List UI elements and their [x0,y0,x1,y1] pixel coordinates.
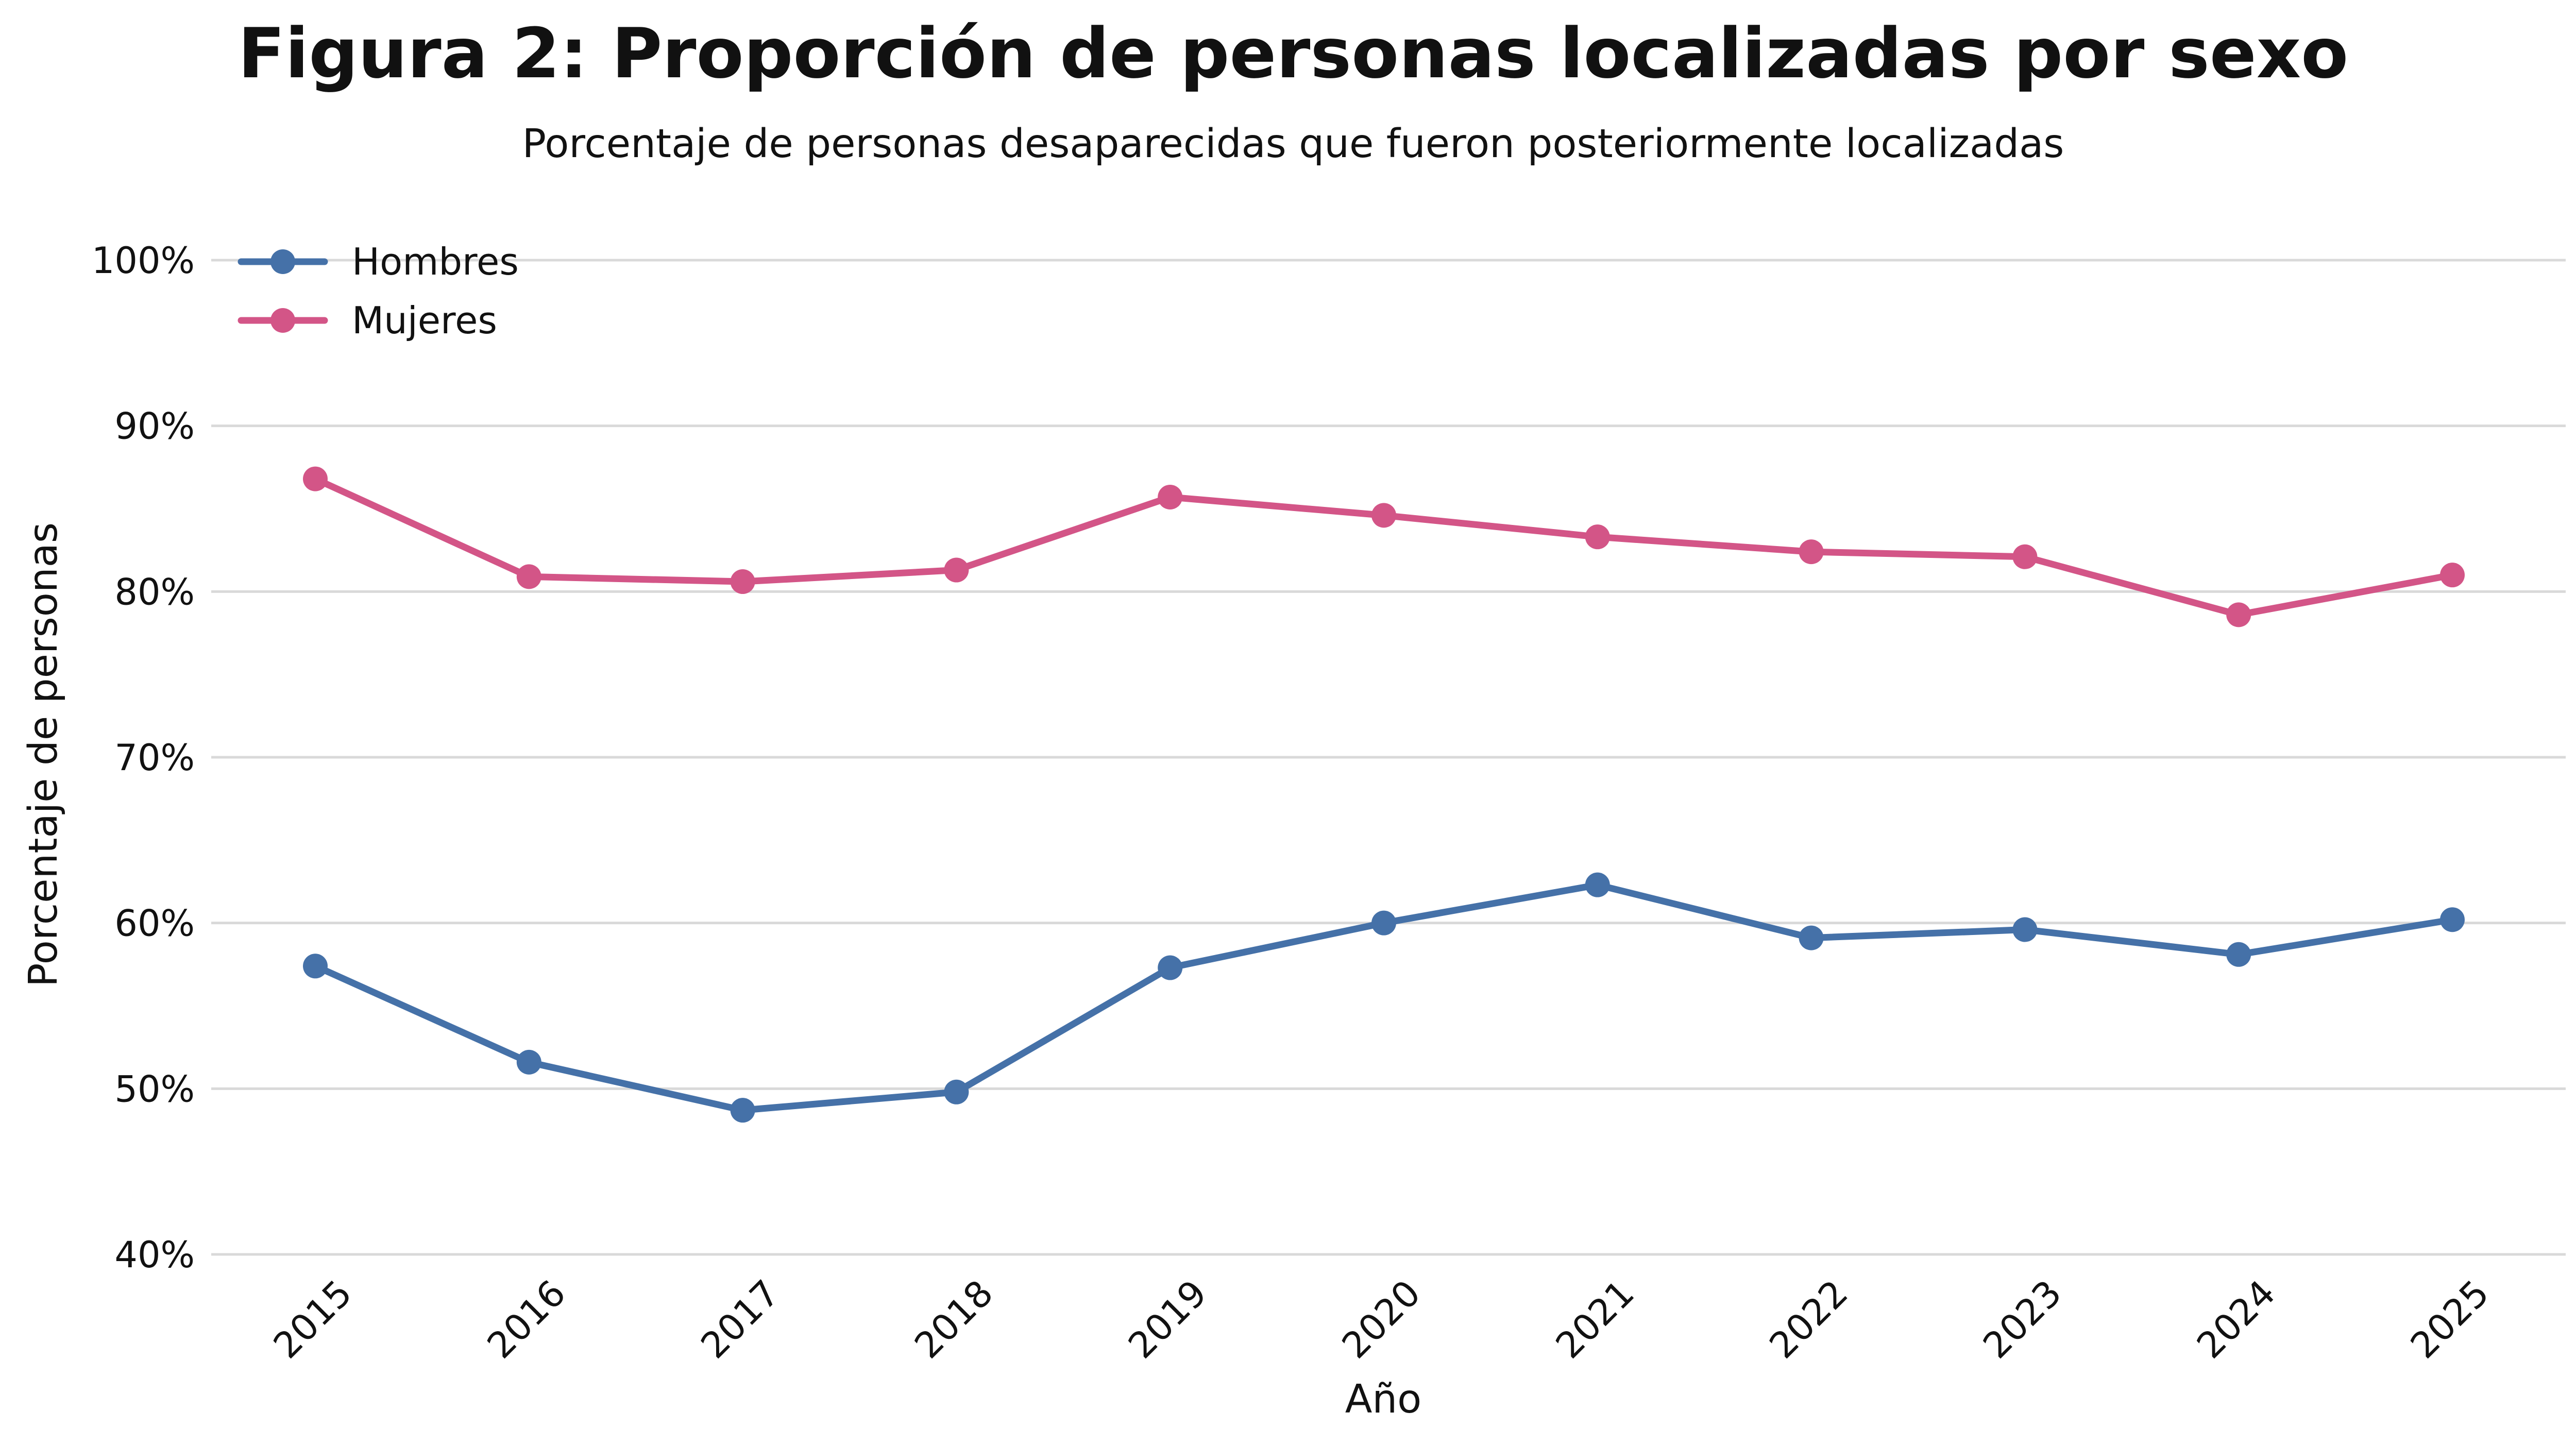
y-tick-label: 40% [114,1234,195,1276]
x-tick-label: 2023 [1975,1272,2070,1367]
data-point-mujeres-2015 [303,466,328,491]
data-point-hombres-2017 [730,1098,755,1123]
y-tick-label: 50% [114,1068,195,1110]
data-point-hombres-2018 [944,1079,969,1104]
y-tick-label: 100% [92,240,195,282]
y-tick-label: 80% [114,571,195,613]
x-tick-label: 2025 [2402,1272,2497,1367]
x-tick-label: 2015 [265,1272,360,1367]
data-point-hombres-2021 [1585,872,1610,897]
legend: Hombres Mujeres [238,240,519,342]
x-tick-label: 2017 [693,1272,788,1367]
data-point-mujeres-2022 [1799,539,1824,565]
chart-subtitle: Porcentaje de personas desaparecidas que… [522,121,2064,167]
x-axis-label: Año [1345,1376,1422,1422]
data-point-mujeres-2021 [1585,524,1610,550]
data-point-hombres-2020 [1371,910,1396,936]
y-axis-label: Porcentaje de personas [21,522,66,987]
x-axis-ticks: 2015 2016 2017 2018 2019 2020 2021 2022 2023 2024… [265,1272,2497,1367]
data-point-hombres-2024 [2226,942,2251,967]
legend-item-mujeres: Mujeres [238,299,497,342]
data-point-hombres-2019 [1158,955,1183,980]
legend-marker-hombres [270,249,295,274]
data-point-hombres-2022 [1799,925,1824,950]
series-line-mujeres [312,475,2456,618]
legend-label-mujeres: Mujeres [352,299,497,342]
x-tick-label: 2018 [906,1272,1001,1367]
y-tick-label: 90% [114,405,195,448]
legend-item-hombres: Hombres [238,240,519,283]
x-tick-label: 2021 [1548,1272,1642,1367]
gridlines [211,259,2566,1256]
data-point-hombres-2016 [516,1049,541,1075]
x-tick-label: 2024 [2189,1272,2283,1367]
data-point-hombres-2025 [2440,907,2465,932]
data-point-mujeres-2018 [944,557,969,583]
x-tick-label: 2020 [1334,1272,1429,1367]
data-point-mujeres-2023 [2012,544,2038,569]
x-tick-label: 2019 [1120,1272,1215,1367]
data-point-mujeres-2016 [516,564,541,589]
y-tick-label: 60% [114,903,195,945]
data-point-mujeres-2024 [2226,602,2251,627]
data-point-hombres-2015 [303,954,328,979]
series-hombres [303,872,2465,1123]
chart-title: Figura 2: Proporción de personas localiz… [238,13,2348,94]
x-tick-label: 2022 [1761,1272,1856,1367]
series-lines [303,466,2465,1123]
y-tick-label: 70% [114,737,195,779]
y-axis-ticks: 40% 50% 60% 70% 80% 90% 100% [92,240,195,1276]
data-point-mujeres-2020 [1371,503,1396,528]
legend-label-hombres: Hombres [352,240,519,283]
data-point-mujeres-2025 [2440,563,2465,588]
data-point-mujeres-2019 [1158,484,1183,509]
x-tick-label: 2016 [479,1272,574,1367]
data-point-mujeres-2017 [730,569,755,594]
legend-marker-mujeres [270,308,295,333]
data-point-hombres-2023 [2012,917,2038,942]
series-mujeres [303,466,2465,627]
